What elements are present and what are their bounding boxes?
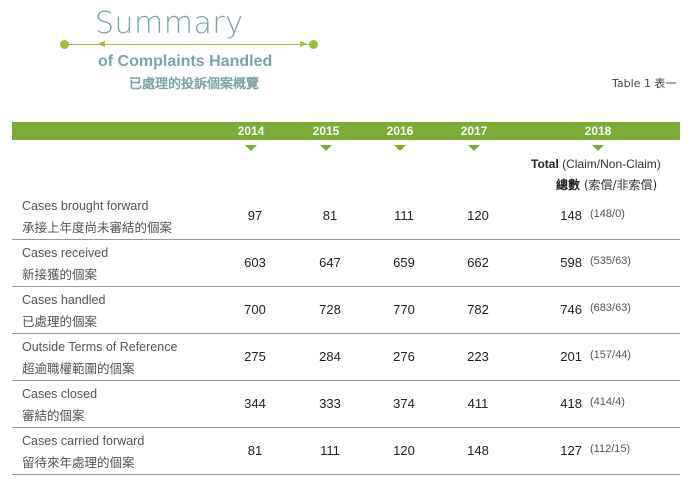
cell-2014: 344 <box>244 396 266 411</box>
cell-2018-total: 148 <box>560 208 582 223</box>
page-subtitle: of Complaints Handled <box>98 53 273 70</box>
cell-2016: 111 <box>394 208 414 223</box>
cell-2017: 411 <box>467 396 489 411</box>
triangle-down-icon <box>320 145 332 151</box>
arrow-left-icon: ◄ <box>96 38 107 50</box>
cell-2015: 333 <box>319 396 341 411</box>
column-header-2017: 2017 <box>460 124 488 138</box>
cell-2017: 120 <box>467 208 489 223</box>
cell-2014: 81 <box>247 443 263 458</box>
column-header-2015: 2015 <box>312 124 340 138</box>
table-row: Cases carried forward 留待來年處理的個案 81 111 1… <box>12 428 680 475</box>
cell-2016: 120 <box>393 443 415 458</box>
cell-2015: 111 <box>320 443 340 458</box>
cell-2017: 662 <box>467 255 489 270</box>
row-label: Cases brought forward <box>22 199 149 213</box>
cell-2014: 97 <box>247 208 263 223</box>
cell-2018-total: 418 <box>560 396 582 411</box>
cell-2016: 659 <box>393 255 415 270</box>
column-header-2014: 2014 <box>237 124 265 138</box>
triangle-down-icon <box>245 145 257 151</box>
table-row: Cases closed 審結的個案 344 333 374 411 418 (… <box>12 381 680 428</box>
row-label-chinese: 承接上年度尚未審結的個案 <box>22 220 173 235</box>
cell-2014: 275 <box>244 349 266 364</box>
cell-2018-total: 127 <box>560 443 582 458</box>
total-column-subheader-chinese: 總數 (索償/非索償) <box>556 178 658 192</box>
triangle-down-icon <box>468 145 480 151</box>
cell-2018-total: 598 <box>560 255 582 270</box>
cell-2015: 284 <box>319 349 341 364</box>
cell-2014: 700 <box>244 302 266 317</box>
cell-2018-split: (148/0) <box>590 208 625 220</box>
cell-2014: 603 <box>244 255 266 270</box>
table-header-bar <box>12 122 680 140</box>
cell-2016: 374 <box>393 396 415 411</box>
title-divider <box>66 44 314 45</box>
cell-2018-split: (683/63) <box>590 302 631 314</box>
rule-right-dot-icon <box>309 40 318 49</box>
cell-2018-split: (157/44) <box>590 349 631 361</box>
total-column-subheader: Total (Claim/Non-Claim) <box>531 157 661 171</box>
page-subtitle-chinese: 已處理的投訴個案概覽 <box>129 77 260 92</box>
table-row: Outside Terms of Reference 超逾職權範圍的個案 275… <box>12 334 680 381</box>
cell-2018-split: (535/63) <box>590 255 631 267</box>
row-label-chinese: 新接獲的個案 <box>22 267 98 282</box>
table-number-label: Table 1 表一 <box>612 77 677 90</box>
cell-2017: 223 <box>467 349 489 364</box>
column-header-2016: 2016 <box>386 124 414 138</box>
cell-2018-total: 746 <box>560 302 582 317</box>
row-label: Cases handled <box>22 293 106 307</box>
table-row: Cases handled 已處理的個案 700 728 770 782 746… <box>12 287 680 334</box>
column-header-2018: 2018 <box>584 124 612 138</box>
arrow-right-icon: ► <box>298 38 309 50</box>
cell-2015: 81 <box>322 208 338 223</box>
rule-left-dot-icon <box>60 40 69 49</box>
table-row: Cases brought forward 承接上年度尚未審結的個案 97 81… <box>12 193 680 240</box>
row-label-chinese: 超逾職權範圍的個案 <box>22 361 135 376</box>
row-label: Cases carried forward <box>22 434 145 448</box>
cell-2015: 728 <box>319 302 341 317</box>
cell-2016: 276 <box>393 349 415 364</box>
cell-2018-split: (112/15) <box>590 443 631 455</box>
row-label-chinese: 審結的個案 <box>22 408 85 423</box>
row-label: Outside Terms of Reference <box>22 340 178 354</box>
row-label-chinese: 已處理的個案 <box>22 314 98 329</box>
row-label: Cases closed <box>22 387 98 401</box>
cell-2015: 647 <box>319 255 341 270</box>
cell-2017: 782 <box>467 302 489 317</box>
triangle-down-icon <box>394 145 406 151</box>
table-row: Cases received 新接獲的個案 603 647 659 662 59… <box>12 240 680 287</box>
cell-2017: 148 <box>467 443 489 458</box>
cell-2018-total: 201 <box>560 349 582 364</box>
row-label: Cases received <box>22 246 109 260</box>
page-title: Summary <box>95 6 244 41</box>
cell-2018-split: (414/4) <box>590 396 625 408</box>
cell-2016: 770 <box>393 302 415 317</box>
triangle-down-icon <box>592 145 604 151</box>
row-label-chinese: 留待來年處理的個案 <box>22 455 135 470</box>
